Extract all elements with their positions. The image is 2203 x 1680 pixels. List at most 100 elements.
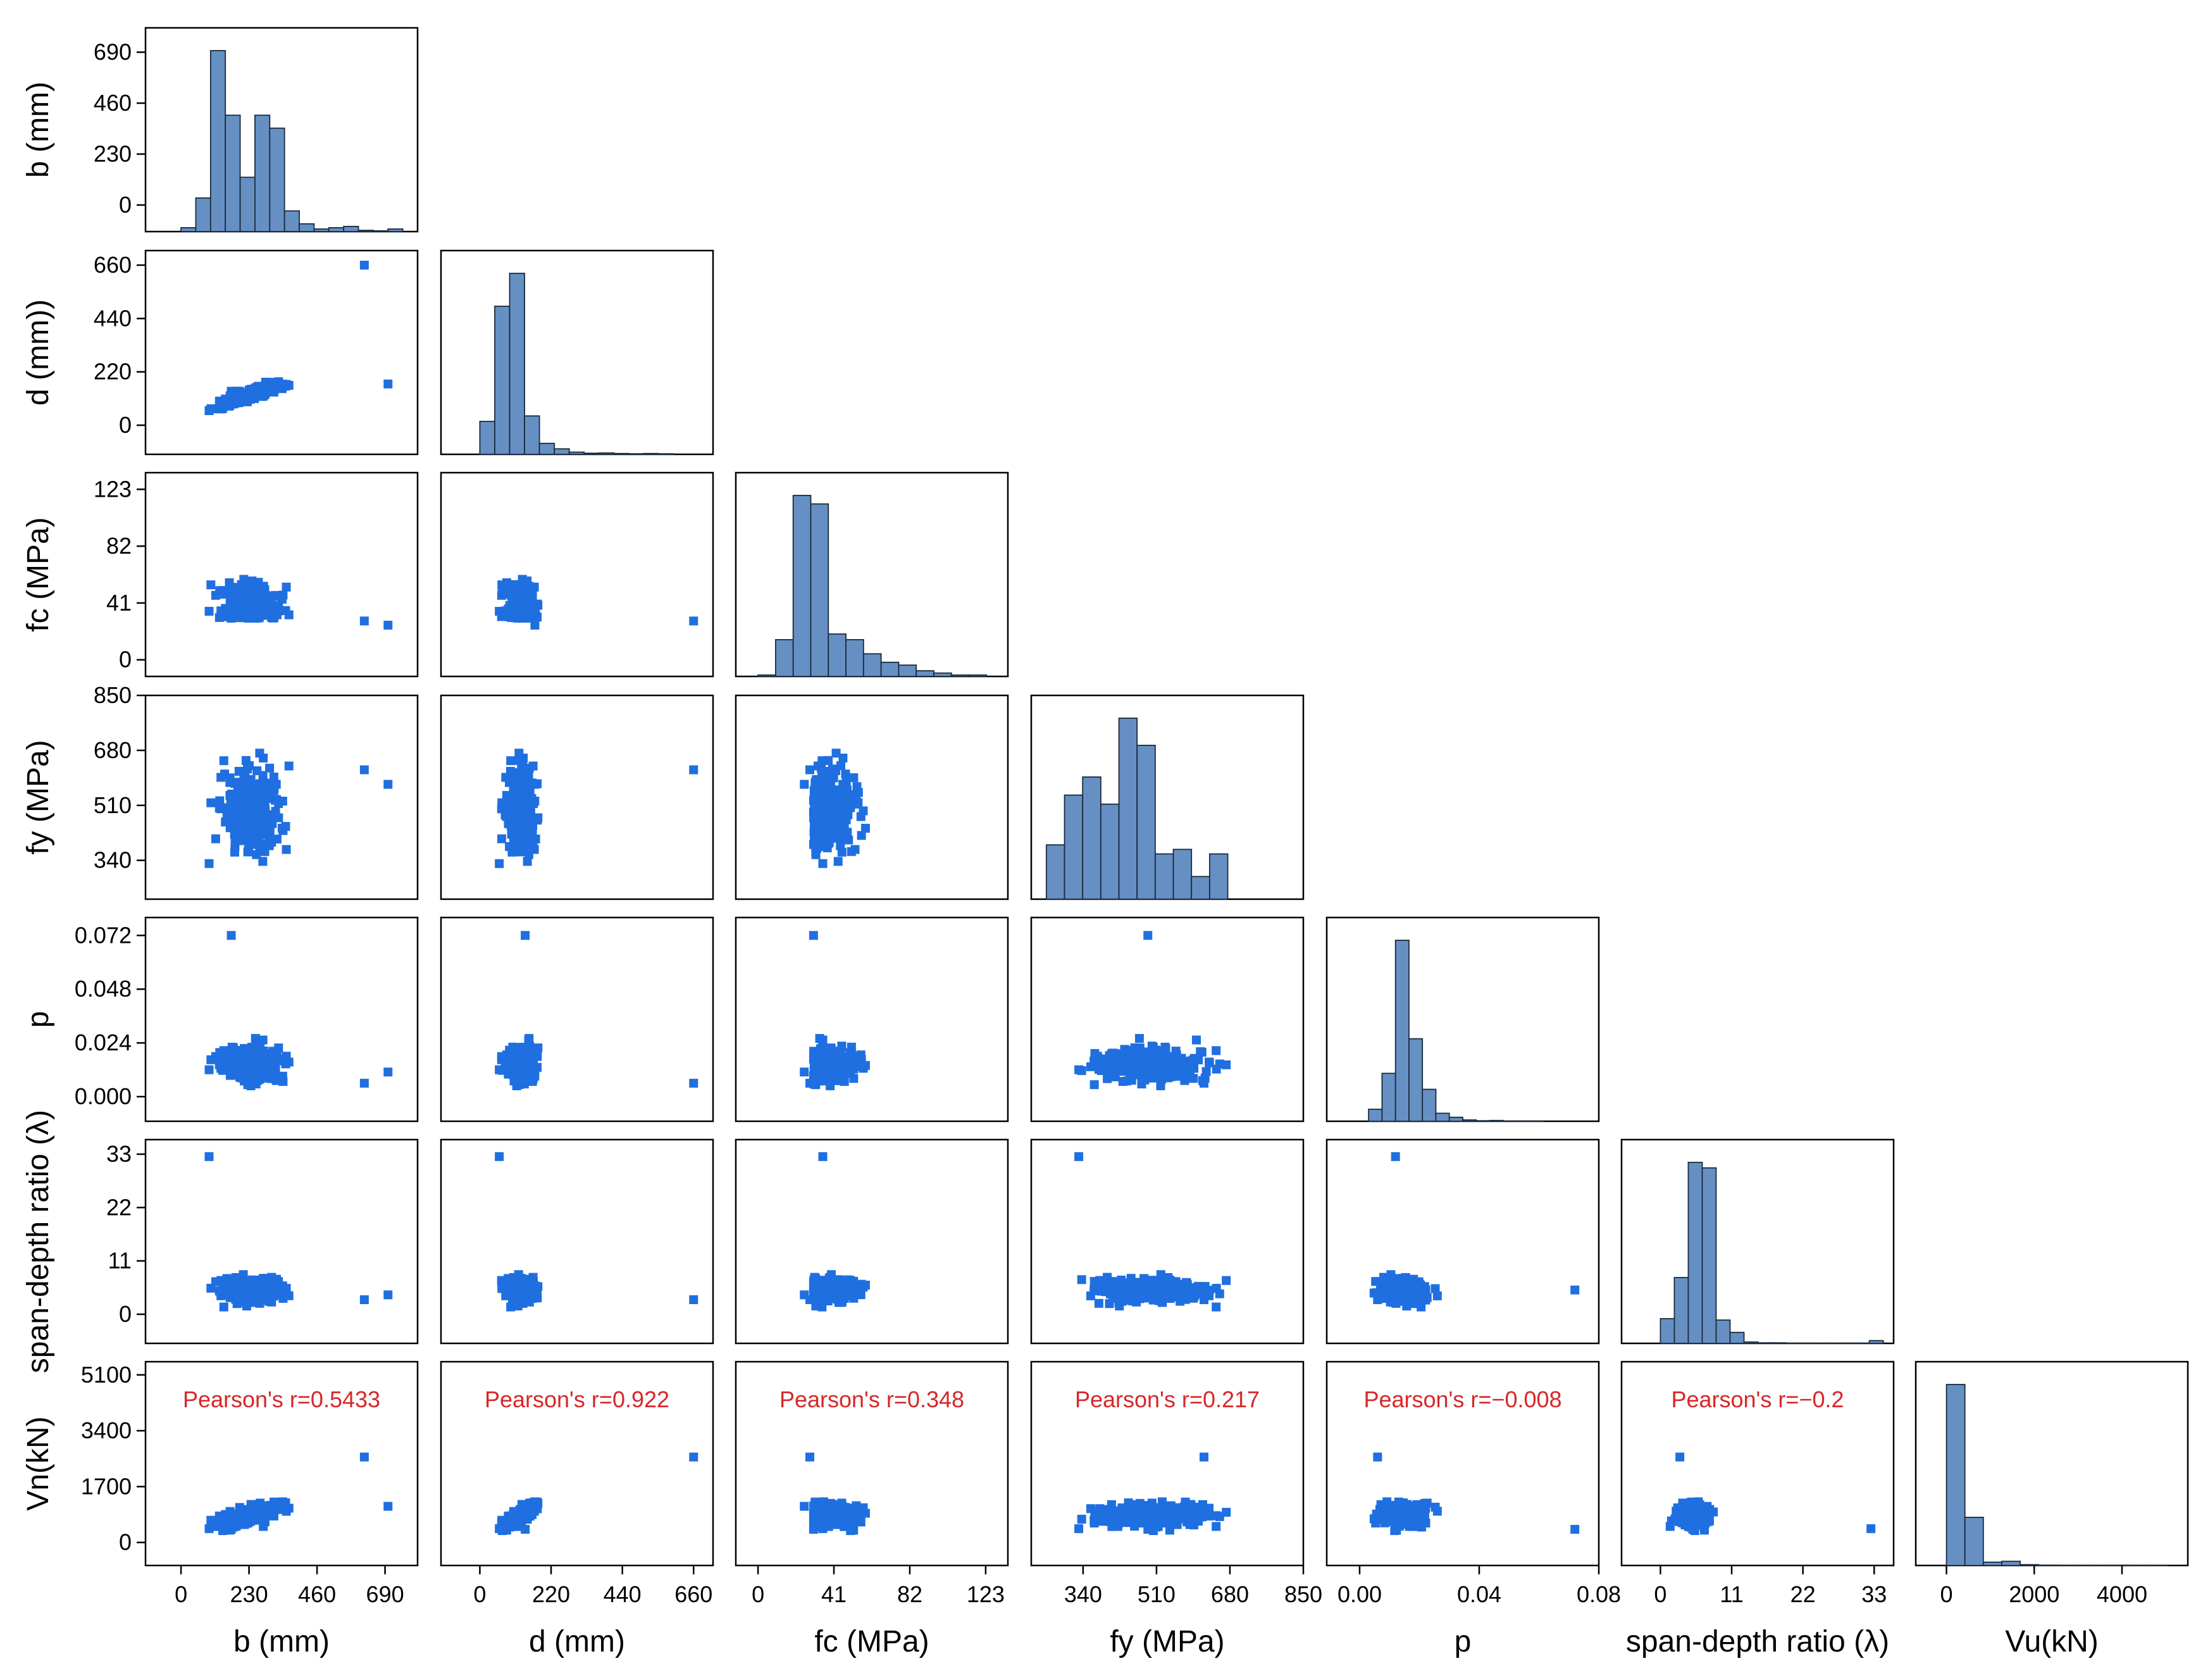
scatter-point [260, 1295, 270, 1304]
scatter-point [809, 1524, 818, 1534]
scatter-point [216, 773, 226, 782]
scatter-point [1391, 1152, 1400, 1161]
scatter-point [247, 1281, 256, 1290]
scatter-point [1146, 1067, 1156, 1076]
scatter-point [281, 1498, 290, 1508]
scatter-point [227, 387, 236, 396]
hist-bar [1136, 745, 1156, 900]
scatter-point [235, 604, 245, 613]
hist-bar [1660, 1318, 1675, 1344]
scatter-point [1166, 1072, 1176, 1081]
scatter-point [824, 819, 834, 829]
scatter-point [1189, 1055, 1198, 1065]
scatter-point [1200, 1078, 1209, 1088]
scatter-point [269, 773, 278, 782]
scatter-point [230, 842, 240, 851]
scatter-point [831, 749, 841, 758]
scatter-point [260, 1061, 270, 1071]
scatter-point [1143, 931, 1153, 940]
hist-bar [1100, 803, 1120, 900]
scatter-point [841, 769, 850, 779]
scatter-point [836, 1290, 845, 1299]
scatter-point [812, 1511, 821, 1521]
scatter-point [245, 1055, 254, 1064]
scatter-point [689, 616, 698, 626]
scatter-point [829, 1072, 838, 1081]
hist-bar [828, 633, 847, 677]
hist-bar [1191, 876, 1210, 900]
hist-bar [1381, 1073, 1396, 1122]
scatter-point [506, 766, 515, 776]
scatter-point [255, 749, 264, 758]
scatter-point [805, 1078, 815, 1088]
scatter-point [497, 1055, 507, 1064]
scatter-point [1143, 1285, 1153, 1295]
scatter-point [521, 614, 530, 623]
scatter-point [530, 845, 539, 854]
scatter-point [235, 1293, 245, 1303]
scatter-point [1222, 1060, 1231, 1069]
scatter-point [518, 761, 528, 771]
scatter-point [812, 794, 821, 804]
scatter-point [214, 1060, 224, 1069]
panel-frame [144, 1360, 419, 1567]
scatter-point [819, 1510, 829, 1519]
hist-bar [1422, 1088, 1437, 1122]
scatter-point [689, 1452, 698, 1462]
hist-bar [1394, 940, 1410, 1122]
panel-frame [1325, 1138, 1600, 1345]
scatter-point [383, 1067, 393, 1077]
scatter-point [805, 1452, 815, 1462]
scatter-point [837, 847, 847, 857]
hist-bar [915, 670, 934, 677]
hist-bar [1729, 1331, 1745, 1344]
scatter-point [853, 788, 863, 797]
scatter-point [1107, 1049, 1116, 1059]
scatter-point [227, 931, 236, 940]
scatter-point [243, 847, 252, 857]
scatter-point [235, 831, 245, 841]
scatter-point [260, 606, 270, 615]
hist-bar [299, 223, 315, 232]
scatter-point [829, 790, 838, 799]
scatter-point [247, 385, 256, 394]
scatter-point [278, 1077, 288, 1086]
hist-bar [810, 503, 829, 677]
scatter-point [225, 1050, 234, 1060]
scatter-point [513, 1290, 523, 1300]
scatter-point [1160, 1290, 1170, 1300]
hist-bar [1673, 1277, 1689, 1344]
scatter-point [259, 1522, 268, 1531]
scatter-point [523, 1501, 533, 1510]
hist-bar [1448, 1116, 1463, 1122]
scatter-point [383, 780, 393, 789]
scatter-point [215, 586, 225, 595]
panel-frame [1620, 1138, 1895, 1345]
scatter-point [260, 382, 270, 391]
hist-bar [1208, 853, 1229, 900]
scatter-point [818, 1035, 828, 1045]
scatter-point [260, 1278, 270, 1287]
scatter-point [495, 607, 504, 616]
scatter-point [530, 1290, 540, 1300]
scatter-point [822, 1293, 831, 1303]
hist-bar [1154, 853, 1174, 900]
scatter-point [504, 1064, 513, 1074]
scatter-point [281, 1059, 290, 1069]
scatter-point [240, 768, 250, 777]
scatter-point [233, 785, 242, 795]
scatter-point [272, 1049, 282, 1059]
scatter-point [523, 1064, 533, 1074]
hist-bar [1172, 849, 1193, 900]
scatter-point [836, 1049, 845, 1059]
panel-frame [440, 1360, 714, 1567]
scatter-point [204, 1065, 214, 1074]
scatter-point [1212, 1302, 1221, 1312]
scatter-point [206, 1283, 216, 1293]
scatter-point [260, 800, 270, 809]
scatter-point [227, 1524, 236, 1534]
scatter-point [514, 749, 524, 758]
scatter-point [844, 835, 853, 845]
scatter-point [504, 810, 513, 819]
scatter-point [818, 859, 828, 868]
